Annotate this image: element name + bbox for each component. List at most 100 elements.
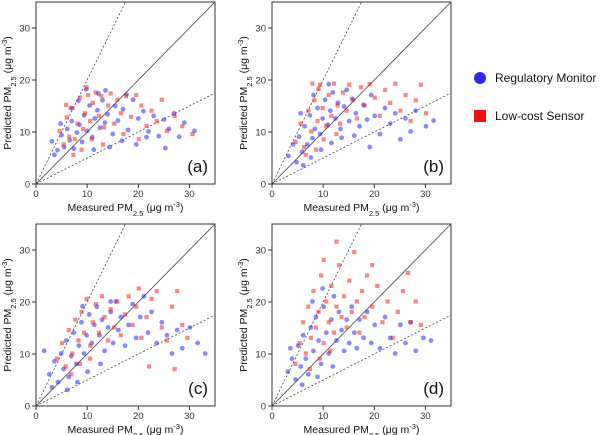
regulatory-monitor-point [320,116,326,121]
regulatory-monitor-point [289,356,295,362]
x-tick-label: 10 [82,411,93,422]
regulatory-monitor-point [80,303,85,309]
regulatory-monitor-point [320,286,326,291]
regulatory-monitor-point [55,379,61,385]
low-cost-sensor-point [334,239,339,244]
low-cost-sensor-point [121,131,126,137]
regulatory-monitor-point [97,125,103,131]
low-cost-sensor-point [164,128,170,134]
regulatory-monitor-point [423,123,429,129]
regulatory-monitor-point [64,126,70,132]
x-tick-label: 10 [318,189,329,200]
low-cost-sensor-point [293,139,298,144]
low-cost-sensor-point [61,142,66,147]
low-cost-sensor-point [66,327,71,333]
low-cost-sensor-point [324,299,329,304]
low-cost-sensor-point [118,111,123,116]
low-cost-sensor-point [298,121,303,126]
axis-label-unit: (μg m [2,46,14,76]
low-cost-sensor-point [81,330,87,335]
low-cost-sensor-point [359,288,365,294]
regulatory-monitor-point [69,118,75,124]
low-cost-sensor-point [82,111,88,116]
regulatory-monitor-point [323,330,329,336]
regulatory-monitor-point [382,314,388,320]
low-cost-sensor-point [321,137,326,142]
low-cost-sensor-point [365,273,370,278]
low-cost-sensor-point [118,333,123,338]
regulatory-monitor-point [63,338,69,343]
low-cost-sensor-point [73,317,78,322]
axis-label-superscript: -3 [173,422,180,431]
x-tick-label: 30 [420,411,431,422]
low-cost-sensor-point [331,330,336,335]
regulatory-monitor-point [118,314,124,320]
low-cost-sensor-point [89,137,94,142]
regulatory-monitor-point [52,152,57,158]
regulatory-monitor-point [102,348,107,354]
ref-line-1-to-2 [272,314,451,406]
x-axis-label: Measured PM2.5 (μg m-3) [68,422,184,435]
low-cost-sensor-point [64,102,69,108]
low-cost-sensor-point [418,322,423,327]
low-cost-sensor-point [293,361,298,366]
axis-label-superscript: -3 [236,40,245,47]
legend-square-marker [474,110,486,122]
regulatory-monitor-point [49,138,55,144]
low-cost-sensor-point [63,364,68,369]
low-cost-sensor-point [88,356,93,361]
low-cost-sensor-point [329,283,334,288]
regulatory-monitor-point [285,369,291,375]
regulatory-monitor-point [130,301,136,307]
regulatory-monitor-point [330,90,336,95]
low-cost-sensor-point [88,343,93,348]
regulatory-monitor-point [154,340,160,346]
regulatory-monitor-point [303,356,309,362]
y-axis-label: Predicted PM2.5 (μg m-3) [0,36,18,150]
regulatory-monitor-point [310,135,315,141]
regulatory-monitor-point [300,332,306,338]
y-tick-label: 10 [255,128,266,139]
data-points [285,239,434,388]
low-cost-sensor-point [77,95,83,100]
low-cost-sensor-point [172,113,177,118]
regulatory-monitor-point [85,369,91,375]
regulatory-monitor-point [100,97,105,103]
regulatory-monitor-point [137,314,143,320]
low-cost-sensor-point [149,108,154,113]
low-cost-sensor-point [349,309,354,314]
low-cost-sensor-point [320,105,325,111]
low-cost-sensor-point [311,288,316,294]
low-cost-sensor-point [115,299,120,304]
axis-label-close: ) [416,424,420,435]
low-cost-sensor-point [64,115,69,120]
regulatory-monitor-point [161,117,167,122]
low-cost-sensor-point [326,92,331,98]
axis-label-superscript: -3 [236,262,245,269]
low-cost-sensor-point [154,288,159,294]
regulatory-monitor-point [351,330,357,336]
low-cost-sensor-point [423,111,429,116]
axis-label-text: Predicted PM [2,309,14,372]
regulatory-monitor-point [392,351,398,356]
low-cost-sensor-point [180,322,185,327]
regulatory-monitor-point [316,338,321,343]
low-cost-sensor-point [139,335,144,340]
low-cost-sensor-point [130,322,135,327]
low-cost-sensor-point [328,348,333,353]
low-cost-sensor-point [393,81,398,86]
low-cost-sensor-point [390,335,395,340]
regulatory-monitor-point [311,348,316,354]
low-cost-sensor-point [77,361,83,366]
regulatory-monitor-point [397,136,403,142]
legend-item: Regulatory Monitor [474,71,596,85]
x-tick-label: 20 [133,189,144,200]
x-tick-label: 30 [184,411,195,422]
ref-line-1-to-2 [36,92,215,184]
low-cost-sensor-point [80,126,86,131]
axis-label-unit: (μg m [379,424,409,435]
regulatory-monitor-point [326,81,332,87]
low-cost-sensor-point [164,338,170,343]
regulatory-monitor-point [344,87,350,93]
regulatory-monitor-point [341,348,347,354]
